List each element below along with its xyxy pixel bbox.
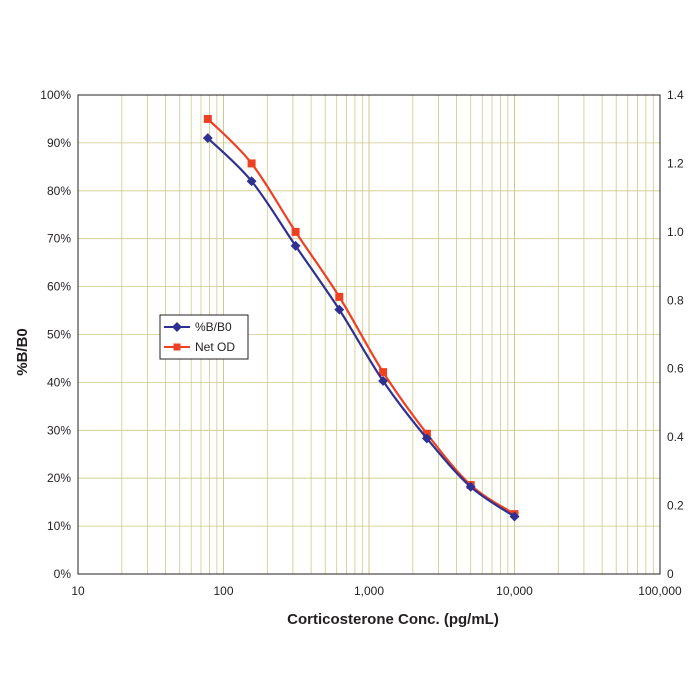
data-point-netod xyxy=(203,114,212,123)
data-point-bb0 xyxy=(465,481,476,492)
y-tick-label: 40% xyxy=(47,375,71,389)
y-tick-label: 20% xyxy=(47,471,71,485)
data-point-bb0 xyxy=(421,433,432,444)
series-line-netod xyxy=(207,118,516,516)
y-tick-label: 60% xyxy=(47,280,71,294)
data-point-netod xyxy=(379,368,388,377)
data-point-bb0 xyxy=(290,240,301,251)
y-tick-label: 90% xyxy=(47,136,71,150)
x-tick-label: 1,000 xyxy=(354,584,384,598)
left-axis-ticks: 0% 10% 20% 30% 40% 50% 60% 70% 80% 90% 100% xyxy=(40,88,71,581)
legend-box xyxy=(159,314,249,360)
y-tick-label: 0% xyxy=(54,567,72,581)
data-point-bb0 xyxy=(334,304,345,315)
x-tick-label: 10,000 xyxy=(496,584,533,598)
legend-marker-netod xyxy=(173,343,181,351)
y-tick-label: 10% xyxy=(47,519,71,533)
data-point-netod xyxy=(291,227,300,236)
legend: %B/B0 Net OD xyxy=(159,314,249,360)
y2-tick-label: 1.4 xyxy=(667,88,684,102)
x-tick-label: 10 xyxy=(71,584,85,598)
data-point-bb0 xyxy=(378,376,389,386)
data-point-netod xyxy=(247,159,256,168)
y2-tick-label: 0.4 xyxy=(667,430,684,444)
data-point-bb0 xyxy=(202,133,213,144)
y-axis-title: %B/B0 xyxy=(14,328,31,376)
legend-label-netod: Net OD xyxy=(195,340,235,354)
y2-tick-label: 1.2 xyxy=(667,156,684,170)
x-tick-label: 100 xyxy=(213,584,233,598)
x-axis-ticks: 10 100 1,000 10,000 100,000 xyxy=(71,584,682,598)
y-tick-label: 80% xyxy=(47,184,71,198)
y-tick-label: 50% xyxy=(47,328,71,342)
y-tick-label: 30% xyxy=(47,423,71,437)
legend-marker-bb0 xyxy=(172,322,182,332)
y2-tick-label: 0.2 xyxy=(667,499,684,513)
data-point-netod xyxy=(335,292,344,301)
series-line-bb0 xyxy=(207,137,516,518)
y2-tick-label: 0.8 xyxy=(667,293,684,307)
y-tick-label: 70% xyxy=(47,232,71,246)
y2-tick-label: 0.6 xyxy=(667,362,684,376)
data-point-bb0 xyxy=(246,176,257,187)
y-tick-label: 100% xyxy=(40,88,71,102)
plot-frame xyxy=(77,94,661,575)
data-point-bb0 xyxy=(509,511,520,522)
series-layer xyxy=(202,114,520,522)
right-axis-ticks: 0 0.2 0.4 0.6 0.8 1.0 1.2 1.4 xyxy=(667,88,684,581)
y2-tick-label: 1.0 xyxy=(667,225,684,239)
grid xyxy=(78,95,660,574)
y2-tick-label: 0 xyxy=(667,567,674,581)
x-axis-title: Corticosterone Conc. (pg/mL) xyxy=(287,611,499,628)
x-tick-label: 100,000 xyxy=(638,584,682,598)
legend-label-bb0: %B/B0 xyxy=(195,320,232,334)
